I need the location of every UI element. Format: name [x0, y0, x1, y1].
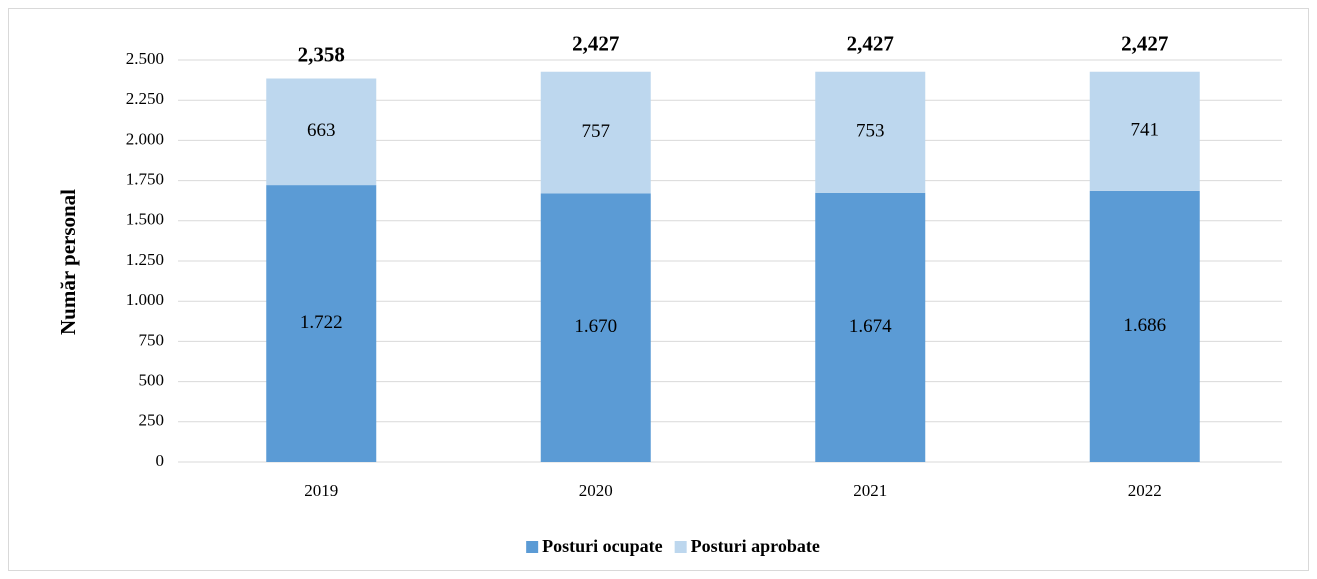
data-label: 757 [582, 121, 611, 142]
y-tick-label: 0 [156, 451, 165, 470]
bar-segment [266, 78, 377, 186]
total-label: 2,427 [572, 32, 619, 56]
data-label: 1.670 [574, 316, 617, 337]
x-tick-label: 2021 [853, 481, 887, 500]
y-tick-label: 2.500 [126, 49, 164, 68]
y-tick-label: 750 [139, 330, 165, 349]
x-tick-label: 2019 [304, 481, 338, 500]
data-label: 753 [856, 121, 885, 142]
legend: Posturi ocupate Posturi aprobate [526, 536, 820, 556]
total-label: 2,427 [847, 32, 894, 56]
data-label: 741 [1131, 120, 1160, 141]
legend-label: Posturi aprobate [691, 536, 820, 556]
x-tick-label: 2022 [1128, 481, 1162, 500]
chart-border [8, 8, 1309, 571]
bar-segment [1089, 71, 1200, 191]
data-label: 663 [307, 120, 336, 141]
y-tick-label: 2.000 [126, 129, 164, 148]
bar-segment [815, 71, 926, 193]
total-label: 2,358 [298, 43, 345, 67]
legend-label: Posturi ocupate [542, 536, 663, 556]
data-label: 1.674 [849, 316, 892, 337]
y-axis-title: Număr personal [56, 189, 80, 335]
data-label: 1.722 [300, 312, 343, 333]
legend-swatch [526, 541, 539, 553]
legend-swatch [674, 541, 687, 553]
y-tick-label: 1.000 [126, 290, 164, 309]
y-tick-label: 250 [139, 411, 165, 430]
y-tick-label: 2.250 [126, 89, 164, 108]
y-tick-label: 1.500 [126, 210, 164, 229]
bar-segment [540, 71, 651, 194]
y-tick-label: 500 [139, 371, 165, 390]
total-label: 2,427 [1121, 32, 1168, 56]
data-label: 1.686 [1123, 315, 1166, 336]
y-tick-label: 1.750 [126, 170, 164, 189]
y-tick-label: 1.250 [126, 250, 164, 269]
x-tick-label: 2020 [579, 481, 613, 500]
bar-segment [1089, 190, 1200, 462]
bar-segment [266, 185, 377, 462]
bar-segment [815, 192, 926, 462]
bar-segment [540, 193, 651, 463]
